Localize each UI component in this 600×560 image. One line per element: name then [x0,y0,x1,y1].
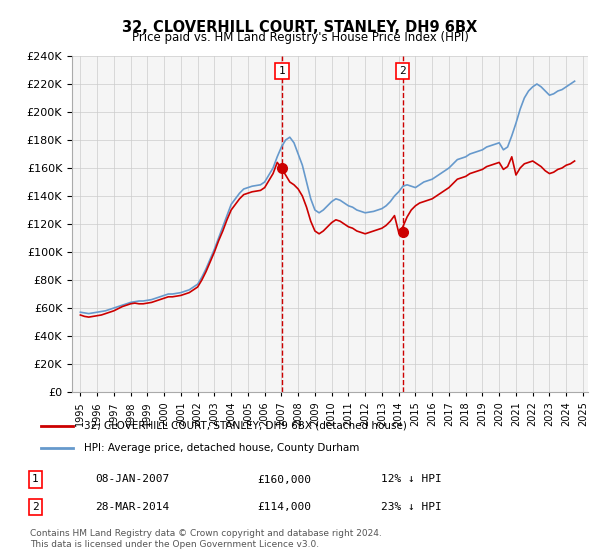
Text: 23% ↓ HPI: 23% ↓ HPI [381,502,442,512]
Text: Contains HM Land Registry data © Crown copyright and database right 2024.
This d: Contains HM Land Registry data © Crown c… [30,529,382,549]
Text: 32, CLOVERHILL COURT, STANLEY, DH9 6BX: 32, CLOVERHILL COURT, STANLEY, DH9 6BX [122,20,478,35]
Text: £160,000: £160,000 [257,474,311,484]
Text: £114,000: £114,000 [257,502,311,512]
Text: 12% ↓ HPI: 12% ↓ HPI [381,474,442,484]
Text: 2: 2 [400,66,406,76]
Text: 32, CLOVERHILL COURT, STANLEY, DH9 6BX (detached house): 32, CLOVERHILL COURT, STANLEY, DH9 6BX (… [84,421,407,431]
Text: Price paid vs. HM Land Registry's House Price Index (HPI): Price paid vs. HM Land Registry's House … [131,31,469,44]
Text: 2: 2 [32,502,39,512]
Text: HPI: Average price, detached house, County Durham: HPI: Average price, detached house, Coun… [84,443,359,453]
Text: 1: 1 [32,474,39,484]
Text: 08-JAN-2007: 08-JAN-2007 [95,474,169,484]
Text: 1: 1 [278,66,285,76]
Text: 28-MAR-2014: 28-MAR-2014 [95,502,169,512]
